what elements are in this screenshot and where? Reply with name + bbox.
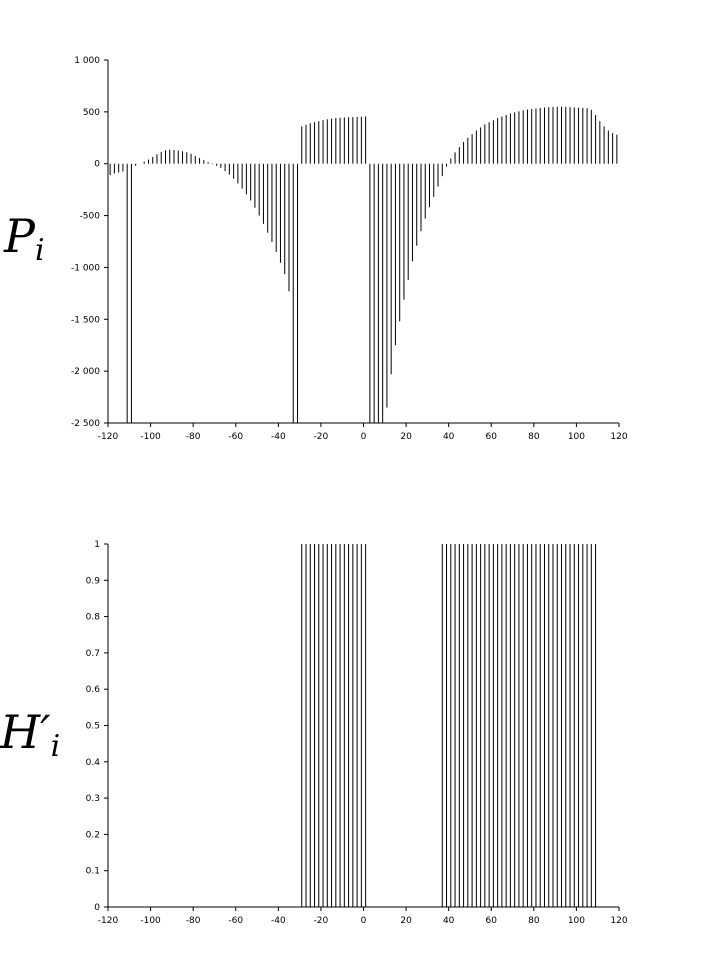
x-tick-label: 100 bbox=[568, 432, 585, 442]
y-tick-label: 0.4 bbox=[86, 758, 101, 768]
y-tick-label: 0 bbox=[94, 903, 100, 913]
x-tick-label: -80 bbox=[186, 432, 201, 442]
y-tick-label: 0.6 bbox=[86, 685, 101, 695]
x-tick-label: 0 bbox=[361, 916, 367, 926]
y-tick-label: 1 bbox=[94, 540, 100, 550]
y-tick-label: 0 bbox=[94, 160, 100, 170]
x-tick-label: -120 bbox=[98, 432, 119, 442]
x-tick-label: 60 bbox=[486, 916, 498, 926]
x-tick-label: 0 bbox=[361, 432, 367, 442]
y-tick-label: 0.1 bbox=[86, 867, 100, 877]
y-tick-label: 0.7 bbox=[86, 649, 100, 659]
x-tick-label: 60 bbox=[486, 432, 498, 442]
x-tick-label: 80 bbox=[528, 432, 540, 442]
x-tick-label: -100 bbox=[140, 432, 161, 442]
x-tick-label: 80 bbox=[528, 916, 540, 926]
y-label-sub: i bbox=[51, 729, 61, 764]
x-tick-label: 20 bbox=[400, 432, 412, 442]
x-tick-label: -40 bbox=[271, 432, 286, 442]
x-tick-label: -120 bbox=[98, 916, 119, 926]
x-tick-label: 120 bbox=[610, 916, 627, 926]
y-tick-label: -1 000 bbox=[71, 263, 100, 273]
x-tick-label: -100 bbox=[140, 916, 161, 926]
y-tick-label: 0.9 bbox=[86, 576, 101, 586]
y-tick-label: 1 000 bbox=[74, 56, 100, 66]
y-tick-label: -2 500 bbox=[71, 419, 100, 429]
x-tick-label: 40 bbox=[443, 916, 455, 926]
x-tick-label: 40 bbox=[443, 432, 455, 442]
x-tick-label: -20 bbox=[314, 916, 329, 926]
y-tick-label: -1 500 bbox=[71, 315, 100, 325]
x-tick-label: -60 bbox=[228, 916, 243, 926]
y-tick-label: -2 000 bbox=[71, 367, 100, 377]
x-tick-label: -20 bbox=[314, 432, 329, 442]
y-label-main: H′ bbox=[0, 705, 51, 759]
x-tick-label: 20 bbox=[400, 916, 412, 926]
y-tick-label: 500 bbox=[83, 108, 100, 118]
x-tick-label: 120 bbox=[610, 432, 627, 442]
y-label-sub: i bbox=[35, 233, 45, 268]
y-label: Pi bbox=[3, 209, 45, 268]
y-tick-label: 0.5 bbox=[86, 722, 100, 732]
y-tick-label: 0.3 bbox=[86, 794, 100, 804]
y-tick-label: 0.2 bbox=[86, 830, 100, 840]
x-tick-label: -80 bbox=[186, 916, 201, 926]
y-label: H′i bbox=[0, 705, 60, 764]
y-label-main: P bbox=[3, 209, 36, 263]
x-tick-label: 100 bbox=[568, 916, 585, 926]
x-tick-label: -60 bbox=[228, 432, 243, 442]
x-tick-label: -40 bbox=[271, 916, 286, 926]
y-tick-label: -500 bbox=[80, 212, 101, 222]
y-tick-label: 0.8 bbox=[86, 613, 101, 623]
